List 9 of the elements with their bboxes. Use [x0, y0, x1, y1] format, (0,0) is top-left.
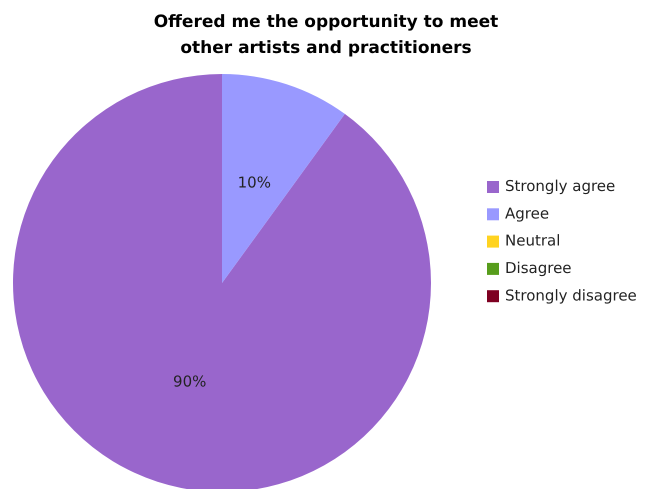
legend-label: Neutral	[505, 232, 560, 250]
chart-title: Offered me the opportunity to meet other artists and practitioners	[154, 12, 498, 58]
legend-label: Agree	[505, 204, 550, 222]
legend-label: Disagree	[505, 258, 572, 278]
pie-slice	[222, 74, 345, 283]
data-label: 10%	[238, 174, 271, 192]
legend-label: Strongly disagree	[505, 286, 637, 304]
data-label: 90%	[173, 372, 206, 390]
legend-label: Strongly agree	[505, 177, 616, 196]
